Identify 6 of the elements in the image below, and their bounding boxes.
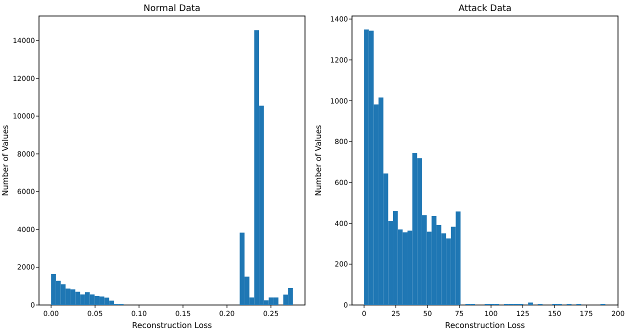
chart-title: Normal Data	[144, 4, 200, 14]
x-axis-title: Reconstruction Loss	[132, 321, 212, 330]
y-axis-title: Number of Values	[314, 124, 323, 196]
y-axis-title: Number of Values	[1, 124, 10, 196]
chart-title: Attack Data	[458, 4, 512, 14]
x-axis-title: Reconstruction Loss	[445, 321, 525, 330]
